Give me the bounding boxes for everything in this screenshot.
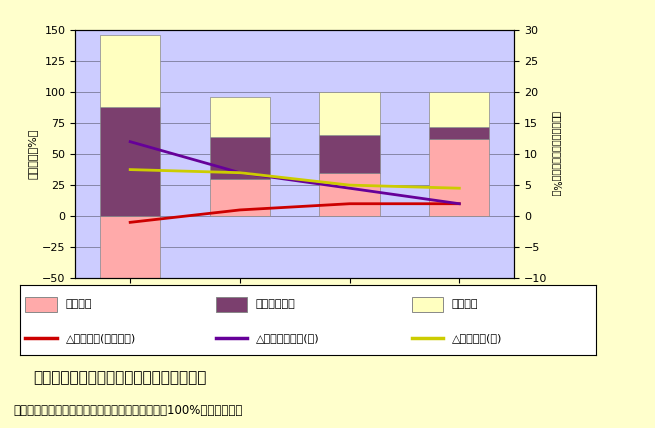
Bar — [429, 139, 489, 216]
Bar — [320, 136, 380, 173]
Bar — [26, 297, 57, 312]
Text: 経営規模: 経営規模 — [66, 300, 92, 309]
Y-axis label: 説明変数の年平均伸び率（%）: 説明変数の年平均伸び率（%） — [552, 111, 561, 197]
Text: 農業基盤資本: 農業基盤資本 — [256, 300, 295, 309]
Text: △農業基盤資本(右): △農業基盤資本(右) — [256, 333, 320, 342]
Text: （注）他の要因も想定されるので、割合の合計は100%にならない。: （注）他の要因も想定されるので、割合の合計は100%にならない。 — [13, 404, 242, 417]
Y-axis label: 影響割合（%）: 影響割合（%） — [28, 129, 38, 179]
Bar — [100, 107, 160, 216]
Bar — [411, 297, 443, 312]
Text: 知識資本: 知識資本 — [452, 300, 478, 309]
Text: △経営規模(右目盛り): △経営規模(右目盛り) — [66, 333, 136, 342]
Bar — [429, 127, 489, 139]
Bar — [320, 92, 380, 136]
Bar — [215, 297, 248, 312]
Bar — [320, 173, 380, 216]
Bar — [210, 97, 270, 137]
Bar — [100, 35, 160, 107]
Bar — [210, 137, 270, 179]
X-axis label: 年度: 年度 — [288, 301, 301, 311]
Bar — [100, 216, 160, 278]
Bar — [429, 92, 489, 127]
Bar — [210, 179, 270, 216]
Text: 図３　稲作の全要素生産性に対する寄与度: 図３ 稲作の全要素生産性に対する寄与度 — [33, 370, 206, 385]
Text: △知識資本(右): △知識資本(右) — [452, 333, 502, 342]
